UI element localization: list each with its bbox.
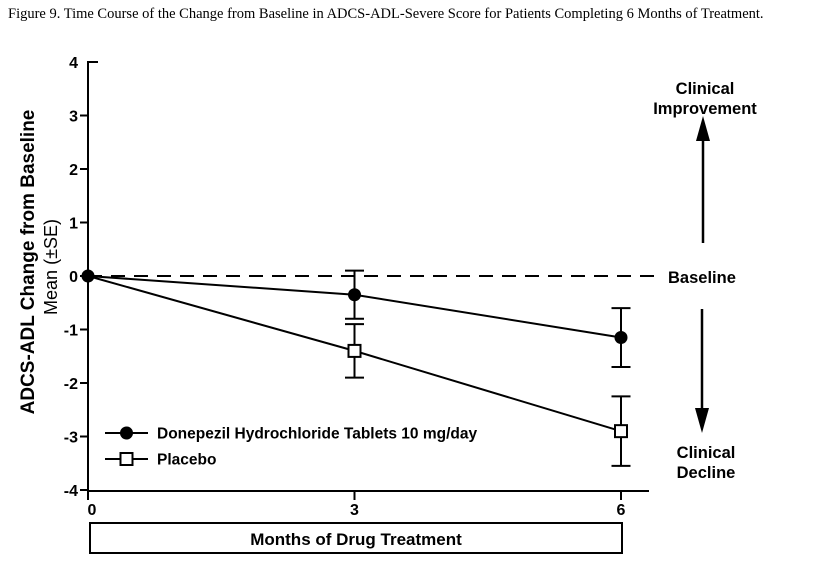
x-tick-label: 0: [88, 502, 97, 519]
clinical-decline-label: Clinical: [677, 444, 736, 462]
y-tick-label: 2: [69, 162, 78, 179]
x-axis-title-box: [89, 522, 623, 554]
legend-label: Donepezil Hydrochloride Tablets 10 mg/da…: [157, 426, 477, 443]
clinical-decline-label: Decline: [677, 464, 736, 482]
improvement-arrow-head: [696, 116, 710, 141]
x-tick-label: 3: [350, 502, 359, 519]
figure-caption: Figure 9. Time Course of the Change from…: [8, 6, 764, 22]
clinical-improvement-label: Improvement: [653, 100, 757, 118]
y-axis-subtitle: Mean (±SE): [41, 219, 61, 315]
baseline-label: Baseline: [668, 269, 736, 287]
y-axis-title: ADCS-ADL Change from Baseline: [18, 110, 39, 415]
filled-circle-marker: [614, 331, 628, 345]
legend-filled-circle: [120, 426, 133, 440]
x-axis-title: Months of Drug Treatment: [250, 530, 462, 549]
clinical-improvement-label: Clinical: [676, 80, 735, 98]
y-tick-label: 0: [69, 269, 78, 286]
legend-label: Placebo: [157, 452, 216, 469]
filled-circle-marker: [348, 288, 361, 302]
y-tick-label: 3: [69, 109, 78, 126]
decline-arrow-head: [695, 408, 709, 433]
x-tick-label: 6: [617, 502, 626, 519]
y-tick-label: -2: [64, 376, 78, 393]
y-tick-label: -3: [64, 430, 78, 447]
legend-open-square: [119, 452, 134, 466]
y-tick-label: -4: [64, 483, 78, 500]
y-tick-label: 1: [69, 216, 78, 233]
open-square-marker: [347, 343, 362, 358]
y-tick-label: 4: [69, 55, 78, 72]
y-tick-label: -1: [64, 323, 78, 340]
open-square-marker: [614, 424, 628, 439]
